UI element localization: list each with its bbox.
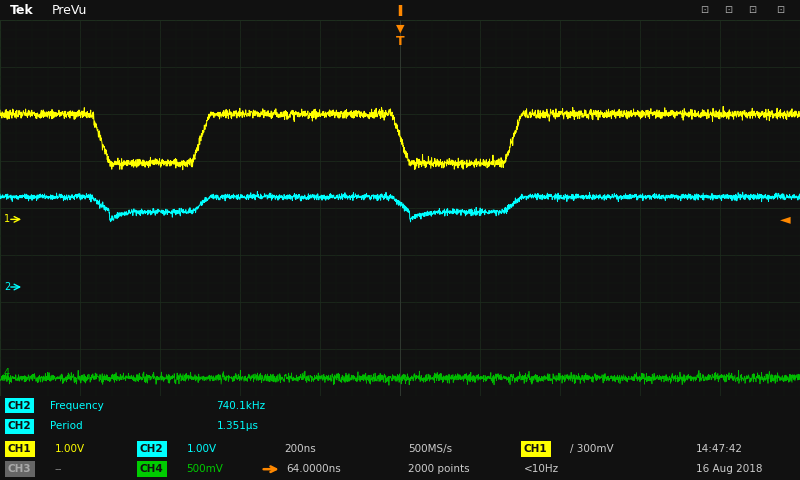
Text: CH1: CH1 [524,444,548,454]
Text: 64.0000ns: 64.0000ns [286,464,341,474]
Text: CH4: CH4 [140,464,164,474]
Text: 2: 2 [4,282,10,292]
Text: 16 Aug 2018: 16 Aug 2018 [696,464,762,474]
Text: ⊡: ⊡ [748,5,756,15]
Text: ⊡: ⊡ [700,5,708,15]
Text: 1: 1 [4,215,10,224]
Text: PreVu: PreVu [52,3,87,17]
Text: 740.1kHz: 740.1kHz [216,401,266,411]
Text: ▼: ▼ [396,24,404,34]
Text: --: -- [54,464,62,474]
Text: 1.00V: 1.00V [186,444,217,454]
Text: 4: 4 [4,369,10,378]
Text: CH2: CH2 [7,421,31,431]
Text: <10Hz: <10Hz [524,464,559,474]
Text: Tek: Tek [10,3,34,17]
Text: T: T [396,35,404,48]
Text: ⊡: ⊡ [776,5,784,15]
Text: 1.00V: 1.00V [54,444,85,454]
Text: CH1: CH1 [8,444,32,454]
Text: 500MS/s: 500MS/s [408,444,452,454]
Text: Period: Period [50,421,82,431]
Text: ⊡: ⊡ [724,5,732,15]
Text: 1.351μs: 1.351μs [216,421,258,431]
Text: CH2: CH2 [140,444,164,454]
Text: / 300mV: / 300mV [570,444,614,454]
Text: 14:47:42: 14:47:42 [696,444,743,454]
Text: 2000 points: 2000 points [408,464,470,474]
Text: ◄: ◄ [780,212,790,227]
Text: 200ns: 200ns [284,444,316,454]
Text: CH3: CH3 [8,464,32,474]
Text: CH2: CH2 [7,401,31,411]
Text: 500mV: 500mV [186,464,223,474]
Text: Frequency: Frequency [50,401,104,411]
